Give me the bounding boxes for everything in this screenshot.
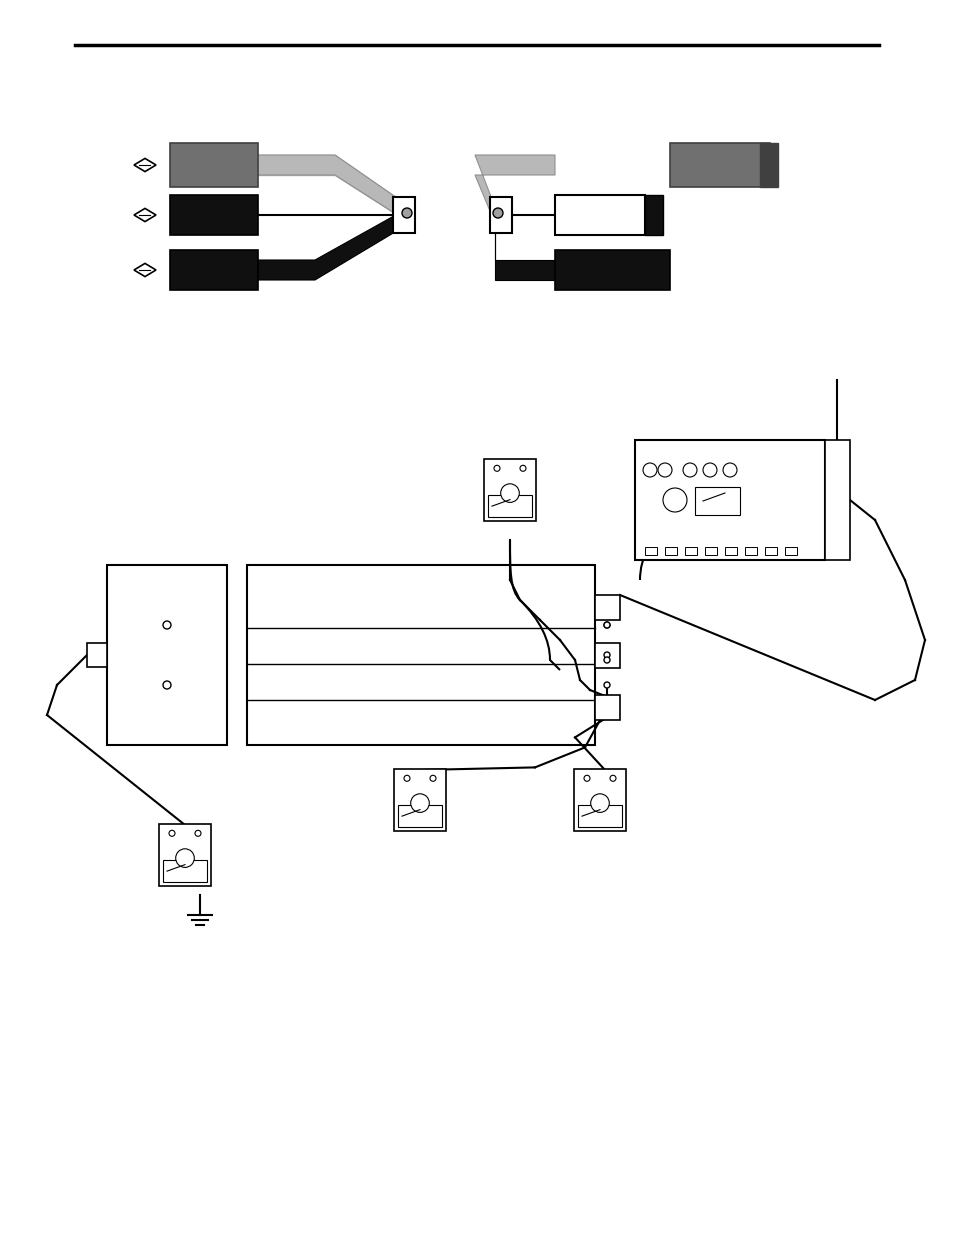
Circle shape [603, 657, 609, 663]
Circle shape [662, 488, 686, 513]
Bar [488, 495, 532, 517]
Bar [635, 440, 824, 559]
Circle shape [603, 682, 609, 688]
Circle shape [169, 830, 174, 836]
Bar [483, 459, 536, 521]
Bar [87, 643, 107, 667]
Bar [170, 195, 257, 235]
Circle shape [163, 680, 171, 689]
Circle shape [494, 466, 499, 472]
Circle shape [642, 463, 657, 477]
Bar [595, 643, 619, 668]
Polygon shape [133, 158, 156, 172]
Bar [824, 440, 849, 559]
Polygon shape [254, 207, 410, 280]
Circle shape [722, 463, 737, 477]
Circle shape [702, 463, 717, 477]
Bar [644, 547, 657, 555]
Circle shape [682, 463, 697, 477]
Bar [704, 547, 717, 555]
Polygon shape [495, 207, 555, 280]
Bar [578, 805, 621, 827]
Circle shape [583, 776, 589, 782]
Circle shape [519, 466, 525, 472]
Polygon shape [475, 156, 555, 224]
Circle shape [493, 207, 502, 219]
Circle shape [401, 207, 412, 219]
Circle shape [430, 776, 436, 782]
Bar [163, 861, 207, 882]
Circle shape [603, 652, 609, 658]
Bar [760, 143, 778, 186]
Bar [394, 769, 446, 831]
Bar [644, 195, 662, 235]
Bar [784, 547, 796, 555]
Bar [764, 547, 776, 555]
Bar [595, 695, 619, 720]
Circle shape [194, 830, 201, 836]
Bar [574, 769, 625, 831]
Bar [159, 824, 211, 885]
Bar [744, 547, 757, 555]
Bar [107, 564, 227, 745]
Bar [695, 487, 740, 515]
Bar [490, 198, 512, 233]
Bar [669, 143, 769, 186]
Circle shape [411, 794, 429, 813]
Bar [684, 547, 697, 555]
Circle shape [658, 463, 671, 477]
Polygon shape [133, 263, 156, 277]
Bar [397, 805, 441, 827]
Polygon shape [133, 209, 156, 221]
Bar [170, 143, 257, 186]
Circle shape [603, 622, 609, 629]
Bar [724, 547, 737, 555]
Circle shape [500, 484, 518, 503]
Circle shape [603, 622, 609, 629]
Circle shape [590, 794, 609, 813]
Bar [664, 547, 677, 555]
Bar [393, 198, 415, 233]
Circle shape [403, 776, 410, 782]
Bar [247, 564, 595, 745]
Polygon shape [254, 156, 410, 224]
Bar [170, 249, 257, 290]
Bar [555, 195, 644, 235]
Circle shape [609, 776, 616, 782]
Bar [595, 595, 619, 620]
Bar [555, 249, 669, 290]
Circle shape [163, 621, 171, 629]
Circle shape [175, 848, 194, 867]
